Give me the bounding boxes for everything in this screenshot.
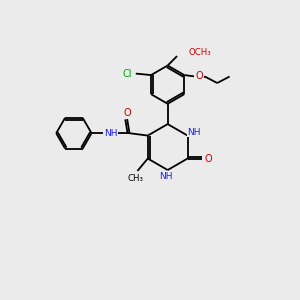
Text: O: O <box>205 154 213 164</box>
Text: NH: NH <box>187 128 201 136</box>
Text: CH₃: CH₃ <box>128 174 144 183</box>
Text: NH: NH <box>159 172 173 181</box>
Text: O: O <box>123 108 131 118</box>
Text: NH: NH <box>104 129 118 138</box>
Text: Cl: Cl <box>123 69 132 79</box>
Text: OCH₃: OCH₃ <box>188 48 211 57</box>
Text: O: O <box>195 71 203 81</box>
